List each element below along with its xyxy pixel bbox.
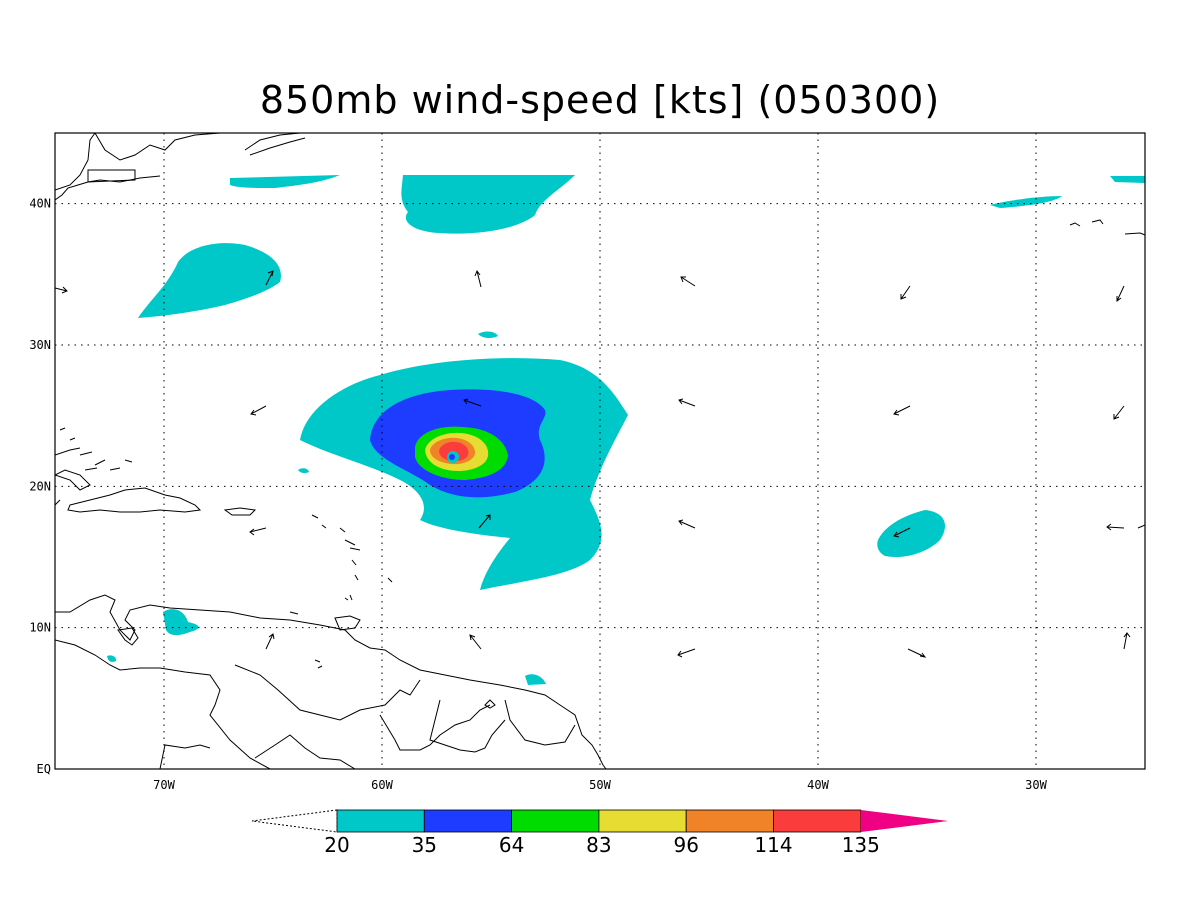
coast-island-small: [314, 659, 496, 709]
coast-lesser-antilles: [311, 514, 393, 601]
wind-arrow: [1106, 523, 1125, 531]
wind-arrow: [249, 527, 267, 536]
coast-south-america: [55, 594, 607, 769]
colorbar-segment: [685, 809, 774, 833]
wind-arrow: [900, 285, 911, 300]
wind-arrow: [265, 270, 274, 286]
lon-tick-label: 40W: [807, 778, 829, 792]
contour-20kt-ne2: [1110, 176, 1145, 183]
lat-tick-label: 10N: [29, 621, 51, 635]
colorbar-under-triangle: [251, 809, 338, 833]
coast-colombia-edge: [159, 744, 211, 769]
contour-20kt-small1: [478, 331, 498, 339]
colorbar-segment: [423, 809, 512, 833]
wind-arrow: [893, 527, 911, 538]
tick-labels: 70W 60W 50W 40W 30W EQ 10N 20N 30N 40N: [29, 197, 1047, 792]
wind-arrow: [678, 398, 696, 407]
colorbar-over-triangle: [860, 810, 949, 832]
map-title: 850mb wind-speed [kts] (050300): [259, 78, 941, 122]
wind-arrow: [680, 276, 696, 287]
lat-tick-label: 30N: [29, 338, 51, 352]
coastlines: [55, 133, 1145, 769]
wind-arrow: [54, 286, 68, 294]
lon-tick-label: 30W: [1025, 778, 1047, 792]
wind-arrow: [469, 634, 482, 650]
colorbar-level-label: 114: [754, 833, 792, 857]
wind-arrow: [907, 648, 927, 658]
contour-20kt-ne: [990, 196, 1062, 208]
wind-arrow: [463, 398, 482, 407]
coast-northeast-us: [55, 133, 221, 201]
wind-arrow: [677, 648, 696, 658]
contour-20kt-east: [877, 510, 945, 558]
coast-azores: [1069, 219, 1145, 236]
colorbar-level-label: 83: [586, 833, 611, 857]
colorbar-level-label: 64: [499, 833, 524, 857]
coast-jamaica: [55, 499, 61, 506]
lat-tick-label: 20N: [29, 479, 51, 493]
wind-arrow: [265, 633, 275, 650]
coast-hispaniola: [67, 487, 202, 513]
colorbar-level-label: 135: [842, 833, 880, 857]
lon-tick-label: 60W: [371, 778, 393, 792]
colorbar-level-label: 96: [673, 833, 698, 857]
border-venezuela: [234, 664, 421, 721]
border-suriname: [429, 699, 506, 753]
coast-puerto-rico: [223, 507, 257, 516]
lat-tick-label: EQ: [37, 762, 51, 776]
coast-cuba: [55, 447, 91, 491]
map-frame: [54, 132, 1146, 770]
colorbar-level-label: 35: [412, 833, 437, 857]
contour-20kt-small4: [298, 468, 309, 474]
contour-20kt-nw: [230, 175, 340, 188]
wind-contours: [107, 175, 1145, 685]
lat-tick-label: 40N: [29, 197, 51, 211]
lon-tick-label: 50W: [589, 778, 611, 792]
storm-eye: [449, 454, 455, 460]
coast-cape-verde: [1137, 524, 1145, 529]
wind-arrow: [478, 514, 491, 529]
wind-arrow: [893, 405, 911, 416]
colorbar: 20 35 64 83 96 114 135: [251, 809, 949, 857]
wind-arrow: [1116, 285, 1125, 302]
wind-arrow: [474, 269, 482, 288]
border-french-guiana: [504, 699, 576, 746]
colorbar-segment: [511, 809, 600, 833]
coast-panama: [55, 639, 271, 769]
coast-nova-scotia: [244, 133, 306, 156]
lon-tick-label: 70W: [153, 778, 175, 792]
border-guyana: [379, 704, 491, 751]
wind-arrow: [1113, 405, 1125, 420]
wind-arrow: [1123, 632, 1131, 650]
colorbar-level-label: 20: [324, 833, 349, 857]
coast-trinidad: [289, 611, 361, 631]
coast-bahamas: [59, 427, 133, 471]
coast-us-border: [87, 169, 136, 183]
border-brazil: [254, 734, 356, 769]
colorbar-segment: [336, 809, 425, 833]
wind-vectors: [54, 269, 1131, 658]
wind-arrow: [678, 519, 696, 529]
wind-arrow: [250, 405, 267, 416]
colorbar-segment: [773, 809, 862, 833]
contour-20kt-venezuela: [163, 609, 199, 636]
coast-lake-maracaibo: [117, 627, 139, 646]
contour-20kt-bermuda: [138, 243, 281, 318]
contour-20kt-small2: [525, 674, 546, 685]
contour-20kt-small3: [107, 655, 117, 662]
contour-20kt-north: [401, 175, 575, 234]
colorbar-segment: [598, 809, 687, 833]
